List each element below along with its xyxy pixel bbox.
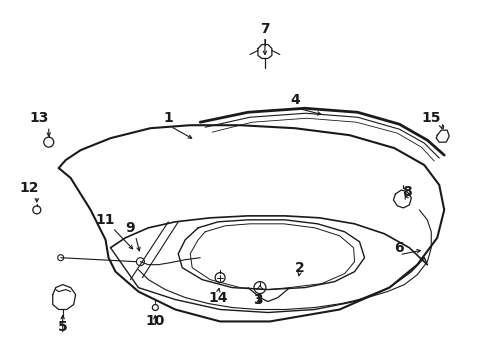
Text: 4: 4 — [290, 93, 300, 107]
Text: 9: 9 — [125, 221, 135, 235]
Text: 1: 1 — [164, 111, 173, 125]
Text: 8: 8 — [402, 185, 412, 199]
Text: 12: 12 — [19, 181, 39, 195]
Text: 5: 5 — [58, 320, 68, 334]
Text: 15: 15 — [421, 111, 441, 125]
Text: 2: 2 — [295, 261, 305, 275]
Text: 10: 10 — [146, 314, 165, 328]
Text: 14: 14 — [208, 291, 228, 305]
Text: 7: 7 — [260, 22, 270, 36]
Text: 11: 11 — [96, 213, 115, 227]
Text: 13: 13 — [29, 111, 49, 125]
Text: 3: 3 — [253, 293, 263, 306]
Text: 6: 6 — [394, 241, 404, 255]
